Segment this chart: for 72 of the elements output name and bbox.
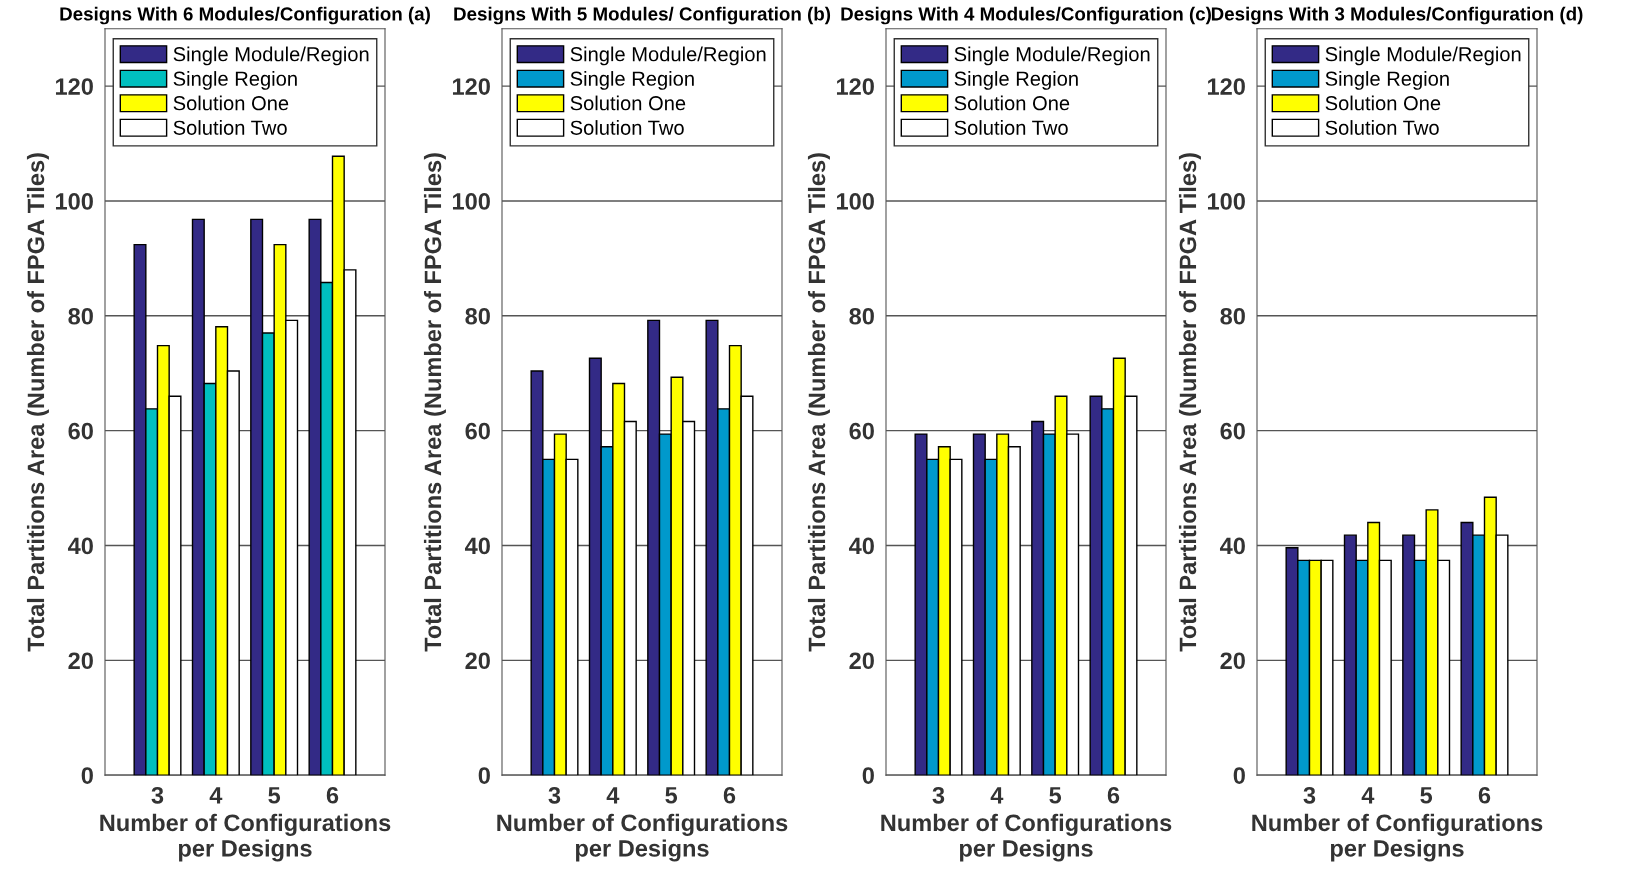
x-tick-label: 5 [1420, 787, 1433, 804]
y-tick-label: 60 [465, 422, 490, 440]
y-tick-label: 60 [1220, 422, 1245, 440]
y-axis-title: Total Partitions Area (Number of FPGA Tiles) [1178, 153, 1201, 652]
legend-label: Solution One [173, 95, 289, 111]
x-tick-label: 6 [1107, 786, 1120, 804]
x-tick-label: 3 [1303, 786, 1316, 804]
y-tick-label: 60 [68, 422, 93, 440]
x-tick-label: 3 [548, 786, 561, 804]
x-tick-label: 3 [932, 786, 945, 804]
y-tick-label: 80 [1220, 307, 1245, 325]
chart-title: Designs With 5 Modules/ Configuration (b) [454, 6, 831, 25]
x-tick-label: 5 [1049, 787, 1062, 804]
x-tick-label: 4 [1361, 787, 1375, 804]
x-axis-title: Number of Configurations per Designs [881, 813, 1172, 862]
y-tick-label: 40 [1219, 537, 1245, 555]
y-tick-label: 40 [848, 537, 874, 555]
legend-label: Single Module/Region [173, 46, 369, 66]
x-tick-label: 5 [268, 787, 281, 804]
y-tick-label: 20 [1220, 652, 1245, 670]
y-tick-label: 120 [452, 78, 490, 95]
y-tick-label: 100 [1207, 193, 1245, 210]
legend-label: Single Region [570, 71, 694, 90]
legend-label: Single Region [954, 71, 1078, 90]
y-tick-label: 0 [1233, 767, 1245, 784]
x-tick-label: 3 [151, 786, 164, 804]
legend-label: Solution Two [173, 120, 287, 135]
chart-title: Designs With 4 Modules/Configuration (c) [841, 6, 1211, 25]
legend-label: Solution Two [1325, 120, 1439, 135]
y-tick-label: 20 [849, 652, 874, 670]
y-tick-label: 0 [81, 767, 93, 784]
y-tick-label: 80 [68, 307, 93, 325]
x-tick-label: 5 [665, 787, 678, 804]
legend-label: Solution Two [570, 120, 684, 135]
y-tick-label: 40 [67, 537, 93, 555]
x-tick-label: 4 [209, 787, 223, 804]
y-tick-label: 100 [55, 193, 93, 210]
y-tick-label: 80 [465, 307, 490, 325]
legend-label: Solution One [954, 95, 1070, 111]
x-tick-label: 6 [326, 786, 339, 804]
y-axis-title: Total Partitions Area (Number of FPGA Tiles) [807, 153, 830, 652]
y-tick-label: 120 [836, 78, 874, 95]
x-tick-label: 6 [723, 786, 736, 804]
legend-label: Single Module/Region [570, 46, 766, 66]
y-tick-label: 0 [478, 767, 490, 784]
y-tick-label: 0 [862, 767, 874, 784]
x-axis-title: Number of Configurations per Designs [497, 813, 788, 862]
y-tick-label: 60 [849, 422, 874, 440]
y-tick-label: 120 [1207, 78, 1245, 95]
x-tick-label: 6 [1478, 786, 1491, 804]
legend-label: Single Module/Region [1325, 46, 1521, 66]
y-tick-label: 20 [68, 652, 93, 670]
y-axis-title: Total Partitions Area (Number of FPGA Tiles) [26, 153, 49, 652]
x-tick-label: 4 [990, 787, 1004, 804]
x-tick-label: 4 [606, 787, 620, 804]
legend-label: Single Module/Region [954, 46, 1150, 66]
y-tick-label: 80 [849, 307, 874, 325]
chart-title: Designs With 3 Modules/Configuration (d) [1211, 6, 1583, 25]
chart-title: Designs With 6 Modules/Configuration (a) [60, 6, 430, 25]
legend-label: Single Region [173, 71, 297, 90]
legend-label: Solution Two [954, 120, 1068, 135]
legend-label: Single Region [1325, 71, 1449, 90]
y-tick-label: 120 [55, 78, 93, 95]
y-tick-label: 100 [452, 193, 490, 210]
y-tick-label: 40 [464, 537, 490, 555]
y-tick-label: 100 [836, 193, 874, 210]
y-tick-label: 20 [465, 652, 490, 670]
x-axis-title: Number of Configurations per Designs [1252, 813, 1543, 862]
y-axis-title: Total Partitions Area (Number of FPGA Tiles) [423, 153, 446, 652]
x-axis-title: Number of Configurations per Designs [100, 813, 391, 862]
legend-label: Solution One [570, 95, 686, 111]
legend-label: Solution One [1325, 95, 1441, 111]
